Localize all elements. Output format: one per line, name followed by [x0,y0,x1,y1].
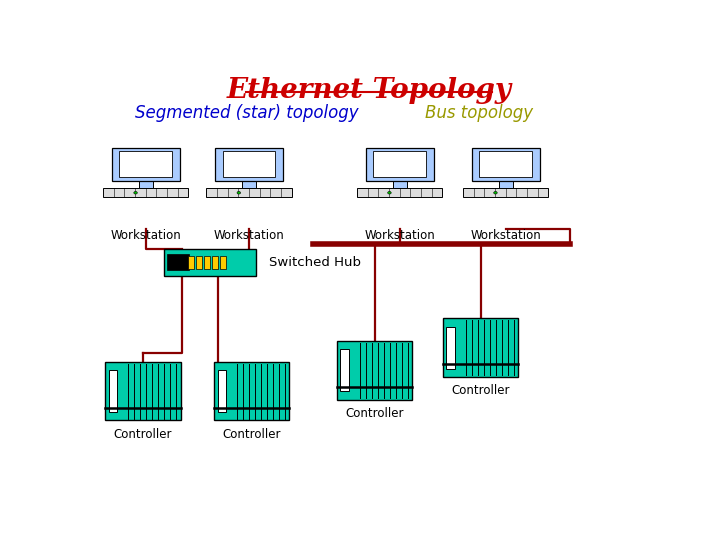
Bar [207,188,292,198]
Text: Workstation: Workstation [470,229,541,242]
Bar [499,181,513,188]
Bar [109,370,117,412]
Text: Workstation: Workstation [110,229,181,242]
Bar [374,151,426,177]
Text: Workstation: Workstation [364,229,435,242]
Circle shape [134,192,138,194]
Bar [480,151,532,177]
Text: Switched Hub: Switched Hub [269,256,361,269]
Bar [366,147,433,181]
Bar [446,327,454,368]
Circle shape [237,192,240,194]
Bar [472,147,539,181]
Bar [392,181,407,188]
Bar [103,188,189,198]
Text: Controller: Controller [346,407,404,420]
Text: Controller: Controller [114,428,172,441]
Bar [463,188,549,198]
Circle shape [387,192,391,194]
Text: Controller: Controller [451,384,510,397]
Bar [120,151,172,177]
Bar [215,147,283,181]
Bar [196,255,202,269]
Bar [214,362,289,420]
Bar [167,254,189,271]
Text: Controller: Controller [222,428,281,441]
Bar [337,341,413,400]
Bar [341,349,348,392]
Circle shape [494,192,498,194]
Bar [217,370,226,412]
Bar [204,255,210,269]
Bar [112,147,180,181]
Text: Ethernet Topology: Ethernet Topology [227,77,511,104]
Bar [220,255,226,269]
Bar [357,188,442,198]
Text: Bus topology: Bus topology [425,104,533,122]
Text: Segmented (star) topology: Segmented (star) topology [135,104,359,122]
Bar [242,181,256,188]
Bar [139,181,153,188]
Bar [222,151,275,177]
Bar [212,255,218,269]
Bar [164,249,256,276]
Bar [443,319,518,377]
Bar [188,255,194,269]
Bar [105,362,181,420]
Text: Workstation: Workstation [214,229,284,242]
